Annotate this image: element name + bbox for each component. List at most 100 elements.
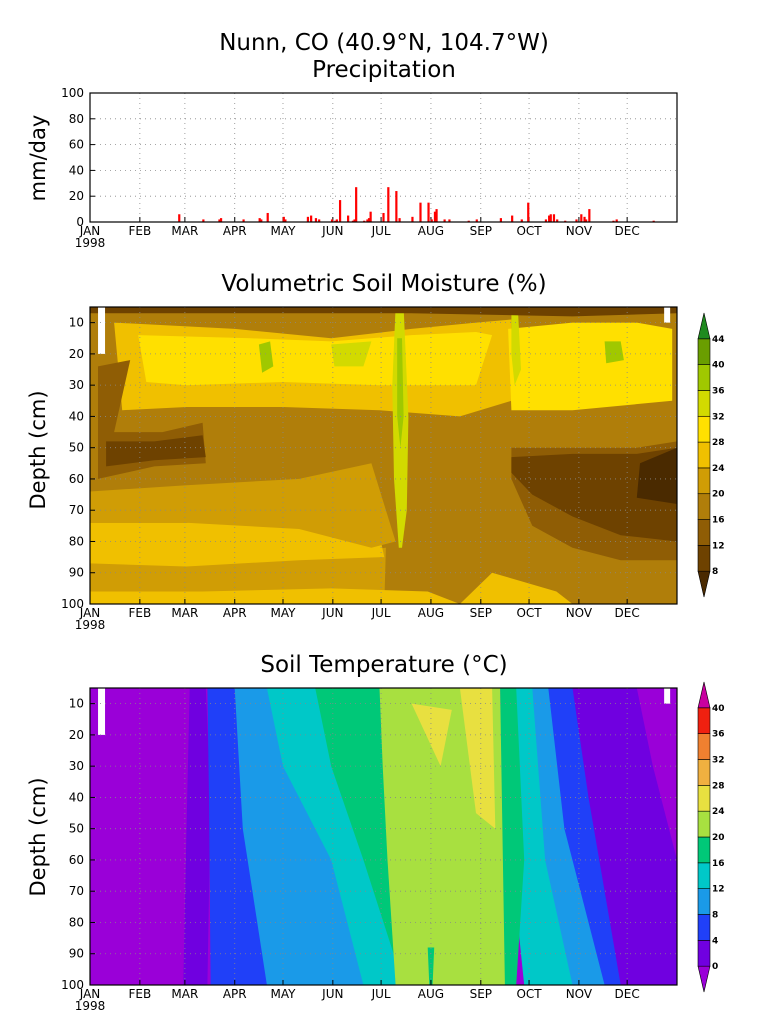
precip-bar bbox=[419, 202, 422, 222]
moisture-y-tick-label: 100 bbox=[61, 597, 84, 611]
precip-month-label: AUG bbox=[418, 224, 444, 238]
precipitation-title: Precipitation bbox=[312, 57, 456, 83]
precip-bar bbox=[382, 212, 385, 222]
moisture-colorbar-label: 44 bbox=[712, 335, 725, 345]
temperature-colorbar-label: 24 bbox=[712, 807, 725, 817]
moisture-month-label: JAN bbox=[79, 606, 101, 620]
precip-month-label: MAR bbox=[171, 224, 198, 238]
precip-bar bbox=[612, 220, 615, 222]
precip-bar bbox=[258, 218, 261, 222]
moisture-colorbar-label: 12 bbox=[712, 541, 725, 551]
temperature-month-label: APR bbox=[223, 987, 247, 1001]
precip-bar bbox=[435, 209, 438, 222]
moisture-month-label: DEC bbox=[615, 606, 640, 620]
temperature-colorbar-label: 16 bbox=[712, 859, 725, 869]
temperature-colorbar-cell bbox=[697, 862, 711, 889]
moisture-colorbar-label: 32 bbox=[712, 412, 725, 422]
moisture-contour-band bbox=[511, 307, 521, 386]
precip-bar bbox=[527, 202, 530, 222]
moisture-contour-band bbox=[90, 463, 396, 548]
precipitation-panel: 0 20 40 60 80 100 JAN FEB MAR APR MAY JUN JUL AUG SEP O… bbox=[61, 86, 678, 250]
temperature-colorbar-cell bbox=[697, 707, 711, 734]
moisture-colorbar-cell bbox=[697, 415, 711, 443]
moisture-month-label: OCT bbox=[516, 606, 542, 620]
temperature-colorbar-cell bbox=[697, 759, 711, 786]
precip-bar bbox=[353, 219, 356, 222]
precip-y-tick-label: 60 bbox=[69, 138, 84, 152]
precip-bar bbox=[652, 220, 655, 222]
precip-y-tick-label: 80 bbox=[69, 112, 84, 126]
precip-bar bbox=[564, 220, 567, 222]
precip-bar bbox=[338, 200, 342, 222]
temperature-month-label: OCT bbox=[516, 987, 542, 1001]
precip-bar bbox=[355, 187, 358, 222]
precip-bar bbox=[549, 214, 552, 222]
precip-y-tick-label: 0 bbox=[76, 215, 84, 229]
temperature-y-tick-label: 80 bbox=[69, 915, 84, 929]
precip-bar bbox=[520, 219, 523, 222]
moisture-contour-band bbox=[508, 322, 673, 411]
temperature-colorbar-label: 20 bbox=[712, 833, 725, 843]
precip-bar bbox=[242, 219, 245, 222]
temperature-colorbar-cell bbox=[697, 810, 711, 838]
temperature-year-label: 1998 bbox=[75, 999, 106, 1013]
temperature-contour-band bbox=[411, 703, 452, 767]
precip-bar bbox=[433, 211, 437, 222]
temperature-month-label: JUN bbox=[321, 987, 343, 1001]
moisture-contour-band bbox=[397, 338, 404, 448]
precip-bar bbox=[363, 220, 366, 222]
temperature-month-label: SEP bbox=[470, 987, 492, 1001]
moisture-missing-strip bbox=[98, 307, 106, 354]
moisture-y-tick-label: 40 bbox=[69, 409, 84, 423]
temperature-month-label: FEB bbox=[128, 987, 151, 1001]
temperature-colorbar-label: 32 bbox=[712, 756, 725, 766]
precip-bar bbox=[395, 191, 398, 222]
moisture-colorbar-label: 16 bbox=[712, 516, 725, 526]
precip-month-label: JUN bbox=[321, 224, 343, 238]
moisture-colorbar-cell bbox=[697, 493, 711, 520]
temperature-colorbar-cell bbox=[697, 940, 711, 967]
moisture-month-label: SEP bbox=[470, 606, 492, 620]
temperature-colorbar-cell bbox=[697, 681, 711, 709]
moisture-missing-strip bbox=[664, 307, 671, 323]
precipitation-y-axis-label: mm/day bbox=[26, 115, 50, 202]
precip-year-label: 1998 bbox=[75, 236, 106, 250]
precip-bar bbox=[548, 215, 551, 222]
precip-bar bbox=[282, 216, 285, 222]
temperature-y-axis-label: Depth (cm) bbox=[26, 777, 50, 896]
moisture-colorbar-label: 28 bbox=[712, 438, 725, 448]
moisture-y-tick-label: 50 bbox=[69, 441, 84, 455]
temperature-colorbar-label: 4 bbox=[712, 936, 718, 946]
precip-bar bbox=[580, 214, 583, 222]
temperature-y-tick-label: 50 bbox=[69, 822, 84, 836]
temperature-colorbar-label: 40 bbox=[712, 704, 725, 714]
precip-month-label: DEC bbox=[615, 224, 640, 238]
temperature-colorbar-cell bbox=[697, 733, 711, 760]
precip-bar bbox=[369, 211, 372, 222]
precip-bar bbox=[387, 187, 390, 222]
temperature-colorbar: 0 4 8 12 16 20 24 28 32 36 40 bbox=[697, 681, 725, 993]
temperature-contour-field bbox=[90, 688, 677, 985]
precip-bar bbox=[366, 219, 369, 222]
temperature-colorbar-label: 36 bbox=[712, 730, 725, 740]
precip-bar bbox=[588, 209, 591, 222]
precip-bar bbox=[430, 219, 433, 222]
temperature-y-tick-label: 10 bbox=[69, 697, 84, 711]
moisture-colorbar-label: 40 bbox=[712, 361, 725, 371]
precip-bar bbox=[575, 219, 578, 222]
precip-y-tick-label: 40 bbox=[69, 163, 84, 177]
temperature-month-label: NOV bbox=[566, 987, 593, 1001]
moisture-colorbar-label: 8 bbox=[712, 567, 718, 577]
temperature-month-label: DEC bbox=[615, 987, 640, 1001]
moisture-month-label: JUN bbox=[321, 606, 343, 620]
precip-bar bbox=[448, 219, 451, 222]
moisture-colorbar-cell bbox=[697, 312, 711, 340]
temperature-frame bbox=[89, 687, 678, 986]
precip-bar bbox=[583, 216, 586, 222]
precip-bar bbox=[178, 214, 181, 222]
temperature-colorbar-label: 0 bbox=[712, 962, 718, 972]
temperature-month-label: AUG bbox=[418, 987, 444, 1001]
precip-bar bbox=[310, 215, 313, 222]
precip-bar bbox=[284, 219, 287, 222]
